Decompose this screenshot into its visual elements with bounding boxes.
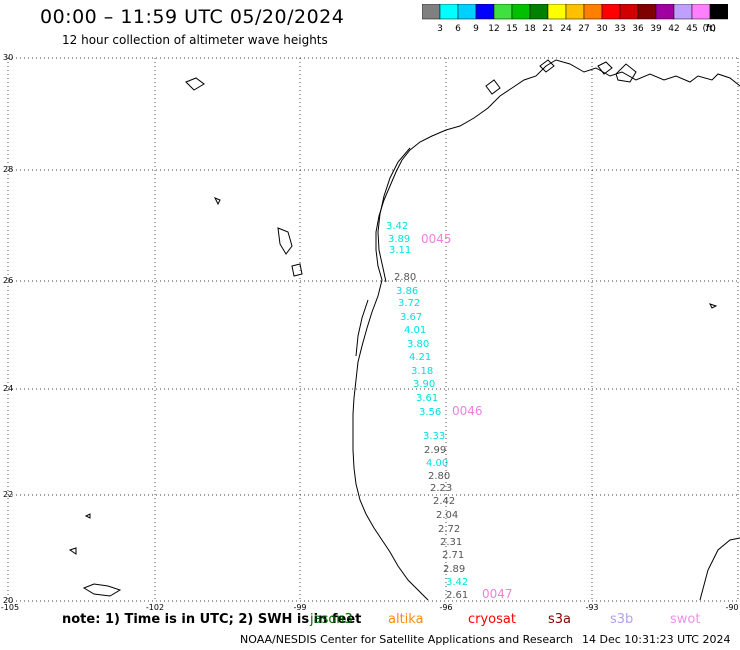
wave-height-value: 3.33 bbox=[423, 431, 445, 442]
lagoon-shore bbox=[355, 299, 369, 357]
scale-label: 9 bbox=[473, 24, 479, 34]
wave-height-value: 3.80 bbox=[407, 339, 429, 350]
satellite-jason3: jason3 bbox=[310, 612, 353, 627]
axis-labels: -105 -102 -99 -96 -93 -90 30 28 26 24 22 20 bbox=[1, 53, 739, 612]
wave-height-value: 3.61 bbox=[416, 393, 438, 404]
wave-height-value: 3.72 bbox=[398, 298, 420, 309]
longitude-label: -90 bbox=[725, 603, 738, 612]
footer-note: note: 1) Time is in UTC; 2) SWH is in fe… bbox=[62, 612, 362, 627]
wave-height-value: 2.04 bbox=[436, 510, 458, 521]
scale-label: 70 bbox=[704, 24, 716, 34]
wave-height-value: 2.89 bbox=[443, 564, 465, 575]
scale-label: 24 bbox=[560, 24, 572, 34]
scale-label: 18 bbox=[524, 24, 536, 34]
pass-id: 0046 bbox=[452, 404, 483, 418]
wave-height-value: 4.21 bbox=[409, 352, 431, 363]
wave-height-value: 3.18 bbox=[411, 366, 433, 377]
wave-height-value: 2.23 bbox=[430, 483, 452, 494]
wave-height-value: 2.80 bbox=[394, 272, 416, 283]
wave-height-value: 3.90 bbox=[413, 379, 435, 390]
map-gridlines bbox=[7, 57, 739, 602]
credit-line: NOAA/NESDIS Center for Satellite Applica… bbox=[240, 633, 574, 646]
scale-label: 33 bbox=[614, 24, 625, 34]
latitude-label: 28 bbox=[3, 165, 13, 174]
coastline bbox=[68, 59, 740, 601]
wave-height-value: 2.72 bbox=[438, 524, 460, 535]
wave-height-value: 3.42 bbox=[446, 577, 468, 588]
bay bbox=[485, 79, 501, 95]
yucatan-coast bbox=[699, 537, 740, 601]
satellite-altika: altika bbox=[388, 612, 424, 627]
satellite-cryosat: cryosat bbox=[468, 612, 516, 627]
scale-label: 27 bbox=[578, 24, 589, 34]
reservoir bbox=[277, 227, 293, 255]
scale-label: 12 bbox=[488, 24, 499, 34]
wave-height-value: 2.31 bbox=[440, 537, 462, 548]
wave-height-value: 2.42 bbox=[433, 496, 455, 507]
wave-height-value: 3.67 bbox=[400, 312, 422, 323]
satellite-s3a: s3a bbox=[548, 612, 572, 627]
longitude-label: -96 bbox=[439, 603, 452, 612]
wave-height-value: 2.61 bbox=[446, 590, 468, 601]
generation-timestamp: 14 Dec 10:31:23 UTC 2024 bbox=[582, 633, 731, 646]
lake bbox=[185, 77, 205, 91]
scale-label: 36 bbox=[632, 24, 644, 34]
scale-label: 30 bbox=[596, 24, 608, 34]
reservoir bbox=[68, 547, 77, 555]
wave-height-value: 4.01 bbox=[404, 325, 426, 336]
wave-height-value: 3.86 bbox=[396, 286, 418, 297]
reservoir bbox=[709, 303, 718, 309]
gulf-coastline bbox=[352, 59, 740, 601]
satellite-s3b: s3b bbox=[610, 612, 634, 627]
reservoir bbox=[213, 197, 221, 206]
scale-label: 21 bbox=[542, 24, 553, 34]
wave-height-value: 3.42 bbox=[386, 221, 408, 232]
latitude-label: 22 bbox=[3, 490, 13, 499]
mississippi-delta bbox=[615, 63, 637, 83]
barrier-island bbox=[377, 147, 411, 283]
scale-label: 42 bbox=[668, 24, 679, 34]
wave-height-observations: 3.42 3.893.11 3.863.72 3.67 4.01 3.80 4.21 3.18… bbox=[386, 221, 513, 601]
pacific-coast-islands bbox=[82, 583, 122, 597]
reservoir bbox=[291, 263, 303, 277]
scale-label: 39 bbox=[650, 24, 662, 34]
scale-label: 45 bbox=[686, 24, 697, 34]
wave-height-value: 3.56 bbox=[419, 407, 441, 418]
longitude-label: -102 bbox=[146, 603, 164, 612]
wave-height-value: 3.11 bbox=[389, 245, 411, 256]
pass-id: 0045 bbox=[421, 232, 452, 246]
wave-height-value: 3.89 bbox=[388, 234, 410, 245]
map-title: 00:00 – 11:59 UTC 05/20/2024 bbox=[40, 6, 345, 28]
wave-height-value: 2.99 bbox=[424, 445, 446, 456]
reservoir bbox=[84, 513, 91, 519]
wave-height-value: 2.80 bbox=[428, 471, 450, 482]
pass-id: 0047 bbox=[482, 587, 513, 601]
longitude-label: -93 bbox=[585, 603, 598, 612]
latitude-label: 30 bbox=[3, 53, 13, 62]
latitude-label: 24 bbox=[3, 384, 13, 393]
latitude-label: 26 bbox=[3, 276, 13, 285]
scale-swatch bbox=[709, 4, 728, 20]
longitude-label: -99 bbox=[293, 603, 306, 612]
scale-label: 3 bbox=[437, 24, 443, 34]
satellite-swot: swot bbox=[670, 612, 701, 627]
wave-height-value: 4.00 bbox=[426, 458, 448, 469]
longitude-label: -105 bbox=[1, 603, 19, 612]
latitude-label: 20 bbox=[3, 596, 13, 605]
scale-label: 15 bbox=[506, 24, 517, 34]
scale-unit: (ft) bbox=[702, 24, 716, 34]
map-subtitle: 12 hour collection of altimeter wave hei… bbox=[62, 33, 328, 47]
wave-height-value: 2.71 bbox=[442, 550, 464, 561]
wave-height-color-scale: 3 6 9 12 15 18 21 24 27 30 33 36 39 42 45 70(ft) bbox=[422, 4, 728, 34]
bay bbox=[539, 59, 555, 73]
lake bbox=[597, 61, 613, 75]
scale-label: 6 bbox=[455, 24, 461, 34]
